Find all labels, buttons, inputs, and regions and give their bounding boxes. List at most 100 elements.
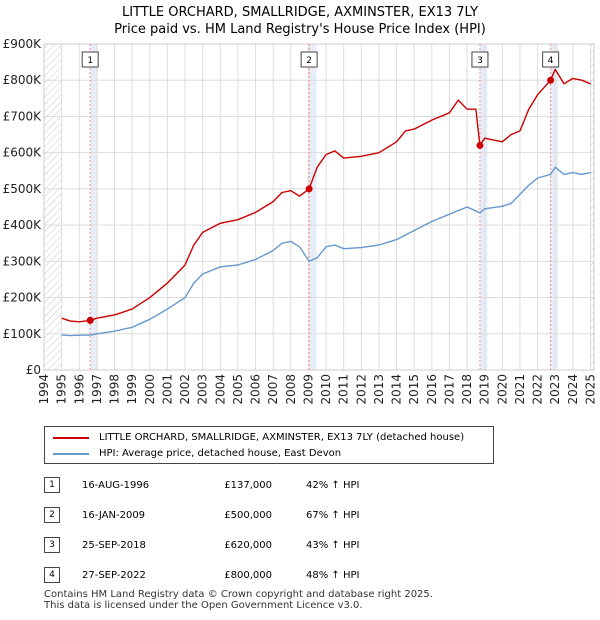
x-tick-label: 2005 bbox=[231, 374, 245, 405]
sale-label-3: 3 bbox=[477, 56, 483, 66]
x-tick-label: 2012 bbox=[354, 374, 368, 405]
sale-band-1 bbox=[90, 44, 98, 370]
x-tick-label: 2013 bbox=[372, 374, 386, 405]
sale-number: 3 bbox=[44, 537, 60, 553]
sale-band-4 bbox=[550, 44, 559, 370]
y-tick-label: £600K bbox=[3, 146, 43, 160]
y-tick-label: £200K bbox=[3, 291, 43, 305]
hatched-region bbox=[44, 44, 62, 370]
x-tick-label: 2004 bbox=[213, 374, 227, 405]
x-tick-label: 2001 bbox=[160, 374, 174, 405]
sale-number-cell: 3 bbox=[44, 530, 82, 560]
sale-number: 1 bbox=[44, 477, 60, 493]
sale-marker-1 bbox=[86, 316, 94, 324]
sale-price: £500,000 bbox=[224, 509, 272, 521]
x-tick-label: 2018 bbox=[460, 374, 474, 405]
hatched-region bbox=[590, 44, 594, 370]
x-tick-label: 1994 bbox=[37, 374, 51, 405]
x-tick-label: 2009 bbox=[301, 374, 315, 405]
legend-swatch-hpi bbox=[53, 453, 89, 455]
x-tick-label: 2016 bbox=[425, 374, 439, 405]
sale-marker-4 bbox=[547, 76, 555, 84]
sale-number: 4 bbox=[44, 567, 60, 583]
sale-label-1: 1 bbox=[87, 56, 93, 66]
legend-label-property: LITTLE ORCHARD, SMALLRIDGE, AXMINSTER, E… bbox=[99, 432, 465, 443]
x-tick-label: 2008 bbox=[284, 374, 298, 405]
y-tick-label: £100K bbox=[3, 327, 43, 341]
chart-subtitle: Price paid vs. HM Land Registry's House … bbox=[114, 22, 486, 37]
x-tick-label: 2019 bbox=[478, 374, 492, 405]
sale-date: 16-JAN-2009 bbox=[82, 509, 146, 521]
sale-label-4: 4 bbox=[548, 56, 554, 66]
legend-label-hpi: HPI: Average price, detached house, East… bbox=[99, 448, 342, 459]
x-tick-label: 1995 bbox=[55, 374, 69, 405]
x-tick-label: 1997 bbox=[90, 374, 104, 405]
y-tick-label: £0 bbox=[26, 363, 41, 377]
sale-band-2 bbox=[309, 44, 317, 370]
x-tick-label: 1998 bbox=[108, 374, 122, 405]
y-tick-label: £500K bbox=[3, 182, 43, 196]
chart-title: LITTLE ORCHARD, SMALLRIDGE, AXMINSTER, E… bbox=[121, 5, 479, 20]
y-tick-label: £400K bbox=[3, 218, 43, 232]
x-tick-label: 2010 bbox=[319, 374, 333, 405]
x-tick-label: 2003 bbox=[196, 374, 210, 405]
x-tick-label: 2011 bbox=[337, 374, 351, 405]
table-row: 4 27-SEP-2022 £800,000 48% ↑ HPI bbox=[44, 560, 396, 590]
sale-band-3 bbox=[479, 44, 488, 370]
sale-number-cell: 4 bbox=[44, 560, 82, 590]
sale-price: £620,000 bbox=[224, 539, 272, 551]
sale-hpi-change: 42% ↑ HPI bbox=[306, 479, 360, 491]
footer-copyright: Contains HM Land Registry data © Crown c… bbox=[44, 589, 433, 600]
chart-legend: LITTLE ORCHARD, SMALLRIDGE, AXMINSTER, E… bbox=[44, 426, 494, 464]
y-tick-label: £900K bbox=[3, 37, 43, 51]
x-tick-label: 2002 bbox=[178, 374, 192, 405]
y-tick-label: £300K bbox=[3, 254, 43, 268]
footer: Contains HM Land Registry data © Crown c… bbox=[44, 589, 433, 611]
x-tick-label: 2007 bbox=[266, 374, 280, 405]
hpi-line bbox=[61, 166, 591, 337]
x-tick-label: 2015 bbox=[407, 374, 421, 405]
price-chart: 1 2 3 4 £0 £100K £200K £300K £400K £500K £600K £70… bbox=[3, 37, 598, 405]
x-tick-label: 2022 bbox=[531, 374, 545, 405]
sale-hpi-change: 48% ↑ HPI bbox=[306, 569, 360, 581]
plot-area bbox=[44, 44, 594, 370]
y-tick-label: £800K bbox=[3, 73, 43, 87]
sale-hpi-change: 43% ↑ HPI bbox=[306, 539, 360, 551]
sale-label-box-2 bbox=[300, 51, 318, 68]
sale-label-2: 2 bbox=[306, 56, 312, 66]
sale-date: 16-AUG-1996 bbox=[82, 479, 150, 491]
sale-date: 27-SEP-2022 bbox=[82, 569, 146, 581]
x-tick-label: 2025 bbox=[583, 374, 597, 405]
plot-border bbox=[43, 43, 595, 371]
x-tick-label: 2023 bbox=[548, 374, 562, 405]
sale-label-box-4 bbox=[542, 51, 560, 68]
sale-marker-3 bbox=[476, 141, 484, 149]
table-row: 2 16-JAN-2009 £500,000 67% ↑ HPI bbox=[44, 500, 396, 530]
sale-hpi-change: 67% ↑ HPI bbox=[306, 509, 360, 521]
x-tick-label: 1999 bbox=[125, 374, 139, 405]
sale-price: £800,000 bbox=[224, 569, 272, 581]
x-tick-label: 2017 bbox=[442, 374, 456, 405]
x-tick-label: 2024 bbox=[566, 374, 580, 405]
sale-number-cell: 2 bbox=[44, 500, 82, 530]
sales-table: 1 16-AUG-1996 £137,000 42% ↑ HPI 2 16-JAN-200… bbox=[44, 470, 396, 590]
x-tick-label: 2000 bbox=[143, 374, 157, 405]
x-tick-label: 2014 bbox=[390, 374, 404, 405]
sale-price: £137,000 bbox=[224, 479, 272, 491]
sale-number: 2 bbox=[44, 507, 60, 523]
sale-date: 25-SEP-2018 bbox=[82, 539, 146, 551]
x-tick-label: 2021 bbox=[513, 374, 527, 405]
y-tick-label: £700K bbox=[3, 109, 43, 123]
property-price-line bbox=[61, 68, 591, 323]
x-tick-label: 2006 bbox=[249, 374, 263, 405]
sale-number-cell: 1 bbox=[44, 470, 82, 500]
x-tick-label: 2020 bbox=[495, 374, 509, 405]
legend-swatch-property bbox=[53, 437, 89, 439]
table-row: 3 25-SEP-2018 £620,000 43% ↑ HPI bbox=[44, 530, 396, 560]
sale-label-box-3 bbox=[471, 51, 489, 68]
footer-licence: This data is licensed under the Open Gov… bbox=[44, 600, 363, 611]
sale-label-box-1 bbox=[81, 51, 99, 68]
x-tick-label: 1996 bbox=[72, 374, 86, 405]
table-row: 1 16-AUG-1996 £137,000 42% ↑ HPI bbox=[44, 470, 396, 500]
sale-marker-2 bbox=[305, 185, 313, 193]
